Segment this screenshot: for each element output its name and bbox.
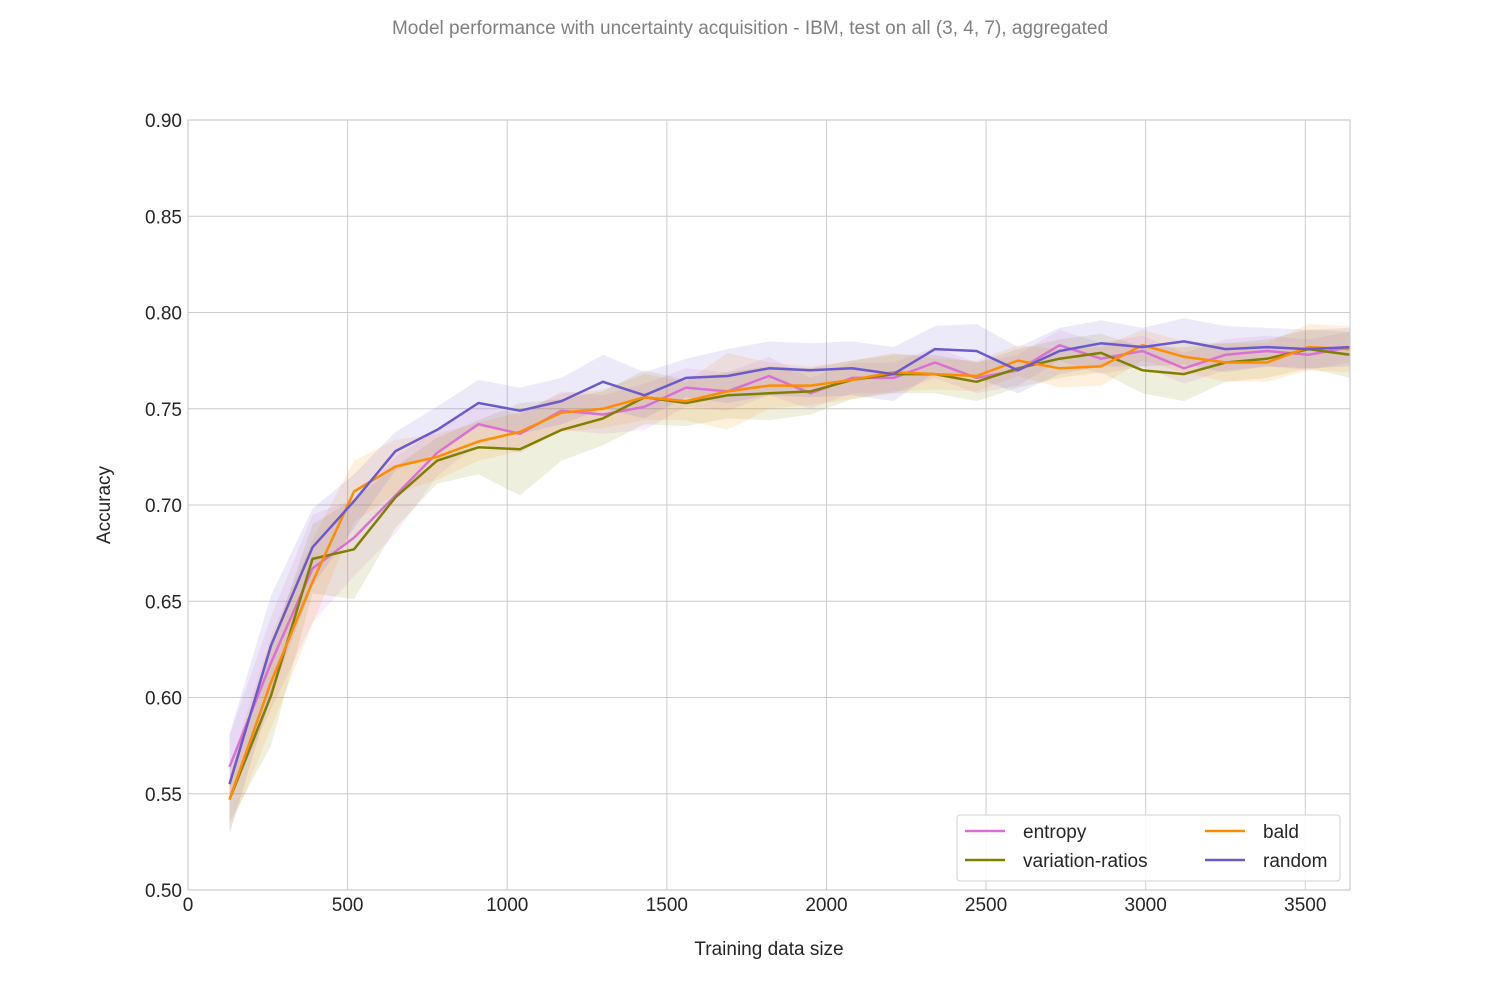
y-tick-label: 0.60 xyxy=(145,689,182,710)
legend-label-bald: bald xyxy=(1263,822,1299,843)
x-axis-label: Training data size xyxy=(694,939,843,960)
axis-layer: 0 500 1000 1500 2000 2500 3000 3500 0.50 0.55 0.60… xyxy=(145,111,1351,916)
y-tick-label: 0.85 xyxy=(145,207,182,228)
line-bald xyxy=(228,343,1351,800)
x-tick-label: 3000 xyxy=(1125,895,1167,916)
x-tick-label: 2500 xyxy=(965,895,1007,916)
y-tick-label: 0.55 xyxy=(145,785,182,806)
plot-frame xyxy=(187,119,1351,891)
y-tick-label: 0.80 xyxy=(145,304,182,325)
line-variation-ratios xyxy=(228,347,1351,800)
x-tick-label: 3500 xyxy=(1284,895,1326,916)
y-tick-label: 0.90 xyxy=(145,111,182,132)
y-tick-label: 0.70 xyxy=(145,496,182,517)
legend-label-random: random xyxy=(1263,851,1327,872)
x-tick-label: 0 xyxy=(183,895,194,916)
band-entropy xyxy=(229,329,1350,798)
line-random xyxy=(228,340,1351,785)
chart-title: Model performance with uncertainty acqui… xyxy=(392,18,1108,39)
x-tick-label: 1500 xyxy=(646,895,688,916)
x-tick-label: 2000 xyxy=(805,895,847,916)
y-tick-label: 0.75 xyxy=(145,400,182,421)
y-tick-label: 0.50 xyxy=(145,881,182,902)
band-variation-ratios xyxy=(229,329,1350,823)
confidence-band-layer xyxy=(229,318,1350,835)
legend: entropy variation-ratios bald random xyxy=(956,814,1341,882)
x-tick-label: 1000 xyxy=(486,895,528,916)
y-axis-label: Accuracy xyxy=(94,465,115,544)
y-tick-label: 0.65 xyxy=(145,592,182,613)
legend-label-entropy: entropy xyxy=(1023,822,1087,843)
band-random xyxy=(229,318,1350,835)
band-bald xyxy=(229,324,1350,831)
x-tick-label: 500 xyxy=(332,895,364,916)
legend-label-variation-ratios: variation-ratios xyxy=(1023,851,1148,872)
series-line-layer xyxy=(228,340,1351,800)
